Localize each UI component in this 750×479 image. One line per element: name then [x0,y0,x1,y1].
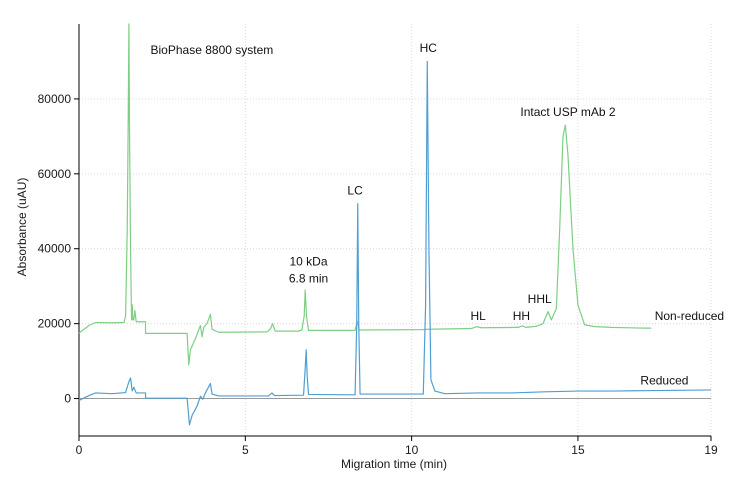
annotation-hl: HL [470,309,486,323]
annotation-intact: Intact USP mAb 2 [520,105,615,119]
x-axis-title: Migration time (min) [341,457,447,471]
annotations: BioPhase 8800 system HC Intact USP mAb 2 LC… [151,41,725,387]
x-tick-label: 19 [704,443,718,457]
x-tick-label: 10 [405,443,419,457]
series-line-non-reduced [78,23,652,366]
annotation-nonreduced: Non-reduced [655,309,724,323]
y-tick-label: 80000 [38,92,72,106]
y-axis-title: Absorbance (uAU) [15,178,29,277]
x-tick-label: 5 [242,443,249,457]
grid-lines [78,24,712,436]
annotation-hhl: HHL [528,292,552,306]
annotation-lc: LC [347,183,363,197]
tick-labels: 0 5 10 15 19 0 20000 40000 60000 80000 [38,92,718,457]
axes [74,24,712,441]
series-layer [78,23,712,426]
y-tick-label: 60000 [38,167,72,181]
y-tick-label: 40000 [38,242,72,256]
annotation-system: BioPhase 8800 system [151,43,274,57]
x-tick-label: 0 [76,443,83,457]
series-line-reduced [78,60,712,426]
annotation-10kda: 10 kDa [290,255,328,269]
annotation-reduced: Reduced [640,373,688,387]
annotation-hh: HH [513,309,530,323]
y-tick-label: 0 [64,392,71,406]
annotation-hc: HC [420,41,438,55]
y-tick-label: 20000 [38,317,72,331]
x-tick-label: 15 [571,443,585,457]
annotation-68min: 6.8 min [289,271,328,285]
